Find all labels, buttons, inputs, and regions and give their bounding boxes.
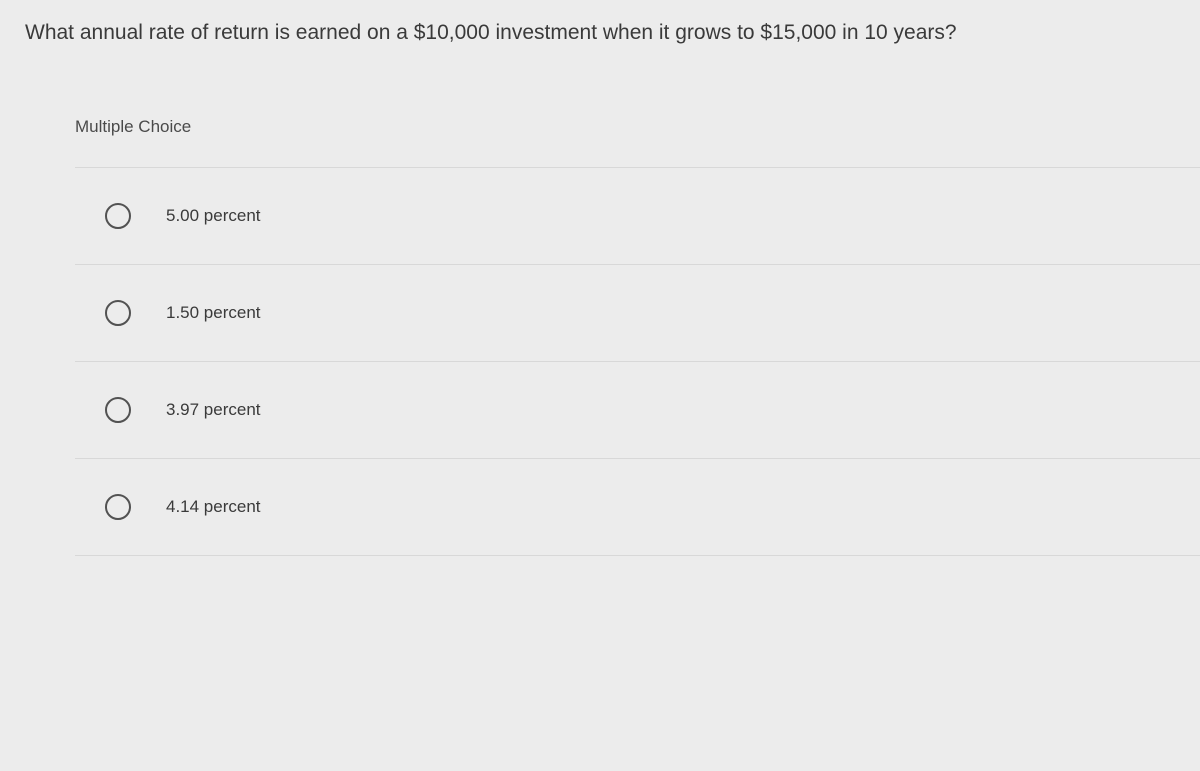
option-row[interactable]: 1.50 percent <box>75 265 1200 362</box>
option-label: 5.00 percent <box>166 206 261 226</box>
option-row[interactable]: 4.14 percent <box>75 459 1200 556</box>
radio-icon[interactable] <box>105 494 131 520</box>
option-label: 3.97 percent <box>166 400 261 420</box>
option-label: 4.14 percent <box>166 497 261 517</box>
option-row[interactable]: 5.00 percent <box>75 167 1200 265</box>
options-container: 5.00 percent 1.50 percent 3.97 percent 4… <box>0 167 1200 556</box>
question-area: What annual rate of return is earned on … <box>0 0 1200 77</box>
option-label: 1.50 percent <box>166 303 261 323</box>
radio-icon[interactable] <box>105 397 131 423</box>
question-text: What annual rate of return is earned on … <box>25 18 1175 47</box>
radio-icon[interactable] <box>105 300 131 326</box>
section-label: Multiple Choice <box>0 77 1200 167</box>
radio-icon[interactable] <box>105 203 131 229</box>
option-row[interactable]: 3.97 percent <box>75 362 1200 459</box>
